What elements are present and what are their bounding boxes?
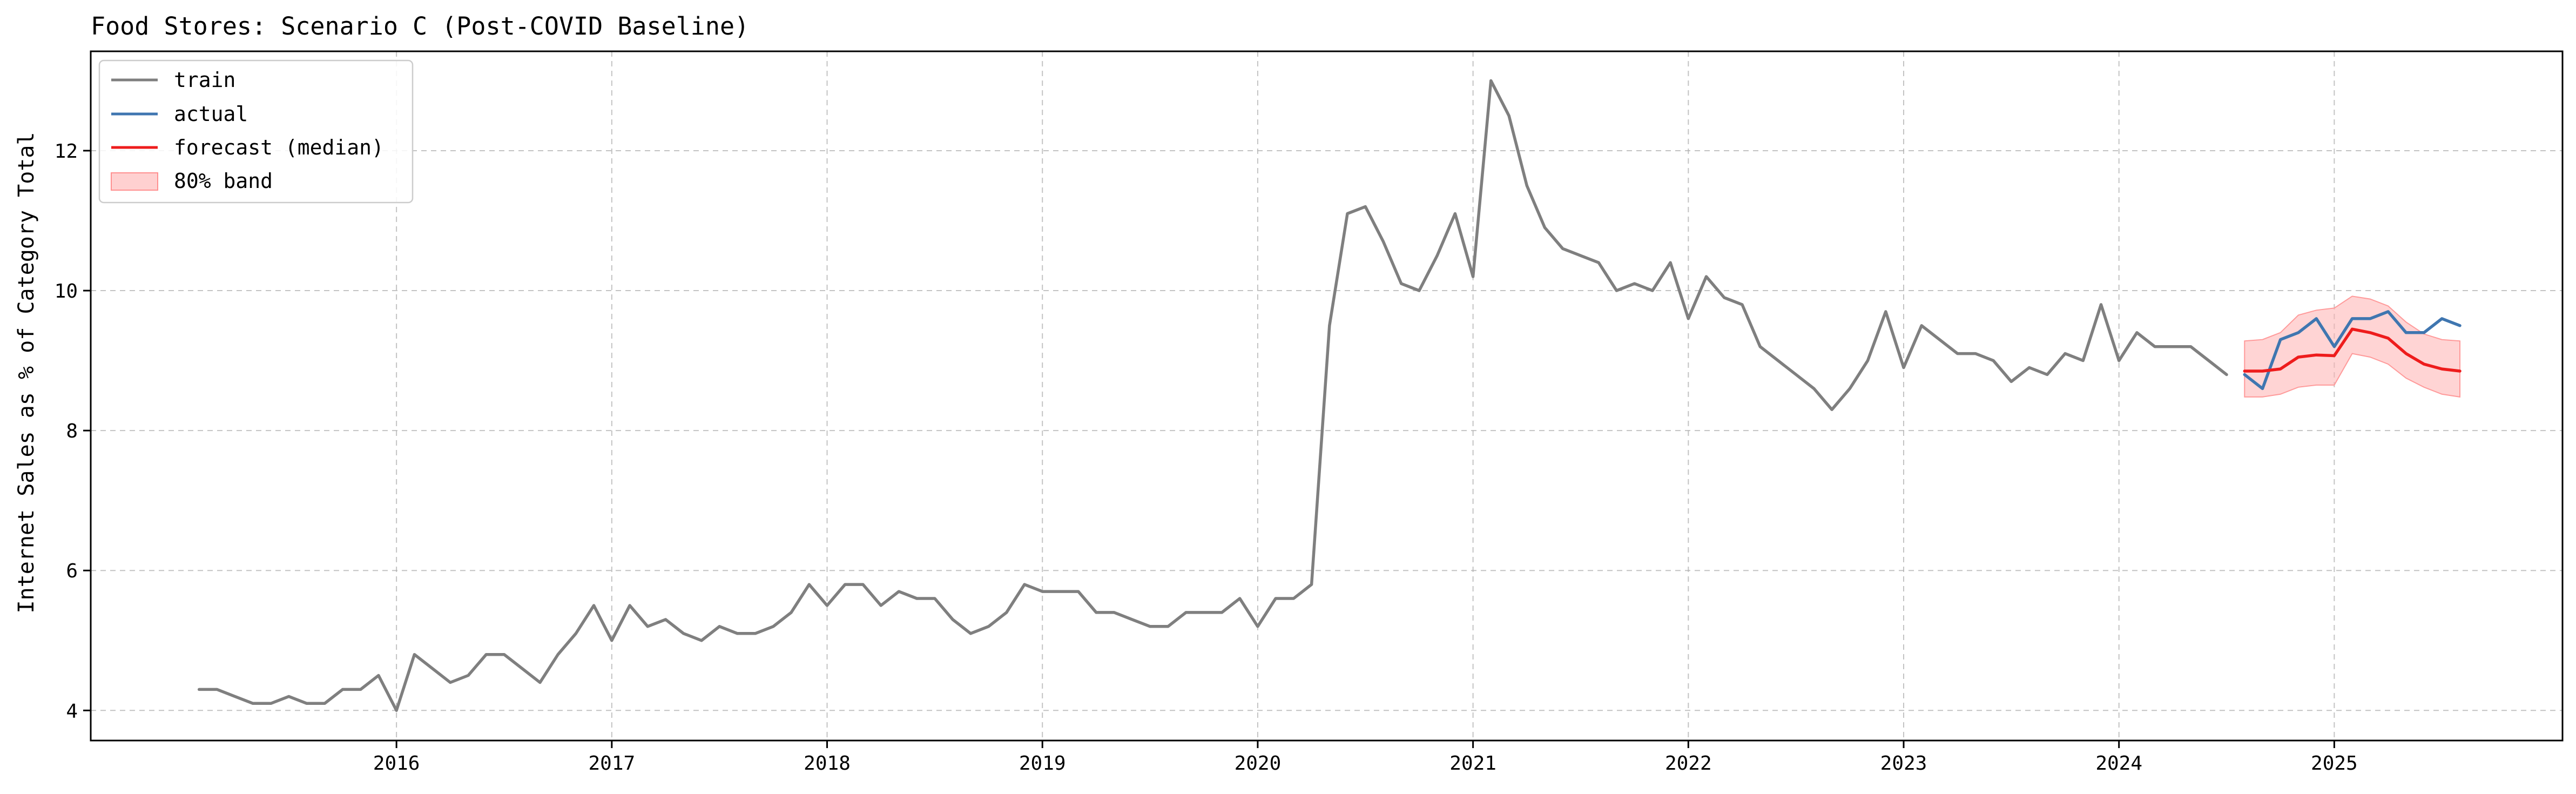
- legend-label-actual: actual: [174, 102, 248, 126]
- legend-swatch-band: [111, 172, 158, 191]
- y-tick-label: 8: [66, 420, 78, 442]
- y-tick-label: 6: [66, 560, 78, 582]
- y-tick-label: 4: [66, 700, 78, 722]
- y-tick-label: 12: [55, 140, 78, 163]
- legend-label-forecast: forecast (median): [174, 136, 384, 159]
- legend-label-train: train: [174, 68, 235, 92]
- x-tick-label: 2016: [373, 752, 420, 775]
- legend: train actual forecast (median) 80% band: [98, 59, 414, 204]
- y-tick-label: 10: [55, 280, 78, 302]
- band-layer: [2244, 295, 2460, 398]
- grid-lines: [91, 51, 2562, 741]
- x-tick-label: 2020: [1235, 752, 1282, 775]
- line-layer: [197, 79, 2462, 712]
- plot-frame: [90, 50, 2564, 742]
- actual-line: [2243, 310, 2462, 391]
- x-tick-label: 2024: [2095, 752, 2142, 775]
- x-tick-label: 2025: [2311, 752, 2358, 775]
- forecast-band-80: [2244, 295, 2460, 398]
- y-axis-label: Internet Sales as % of Category Total: [14, 132, 39, 613]
- forecast-median-line: [2243, 327, 2462, 373]
- chart-title: Food Stores: Scenario C (Post-COVID Base…: [91, 12, 749, 41]
- x-tick-label: 2019: [1019, 752, 1066, 775]
- legend-label-band: 80% band: [174, 169, 273, 193]
- x-tick-label: 2023: [1880, 752, 1927, 775]
- x-tick-label: 2018: [804, 752, 851, 775]
- axis-ticks: 4 6 8 10 12 2016 2017 2018 2019 2020 2021 2022 2023 2…: [55, 140, 2358, 775]
- legend-frame: [98, 59, 414, 204]
- x-tick-label: 2022: [1665, 752, 1712, 775]
- train-line: [197, 79, 2228, 712]
- x-tick-label: 2021: [1449, 752, 1496, 775]
- x-tick-label: 2017: [588, 752, 635, 775]
